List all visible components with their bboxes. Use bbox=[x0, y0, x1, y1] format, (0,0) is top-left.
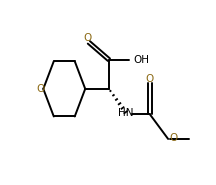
Text: O: O bbox=[84, 33, 92, 43]
Text: HN: HN bbox=[118, 108, 134, 118]
Text: O: O bbox=[146, 74, 154, 84]
Text: O: O bbox=[36, 84, 44, 94]
Text: O: O bbox=[169, 133, 177, 143]
Text: OH: OH bbox=[133, 55, 149, 65]
